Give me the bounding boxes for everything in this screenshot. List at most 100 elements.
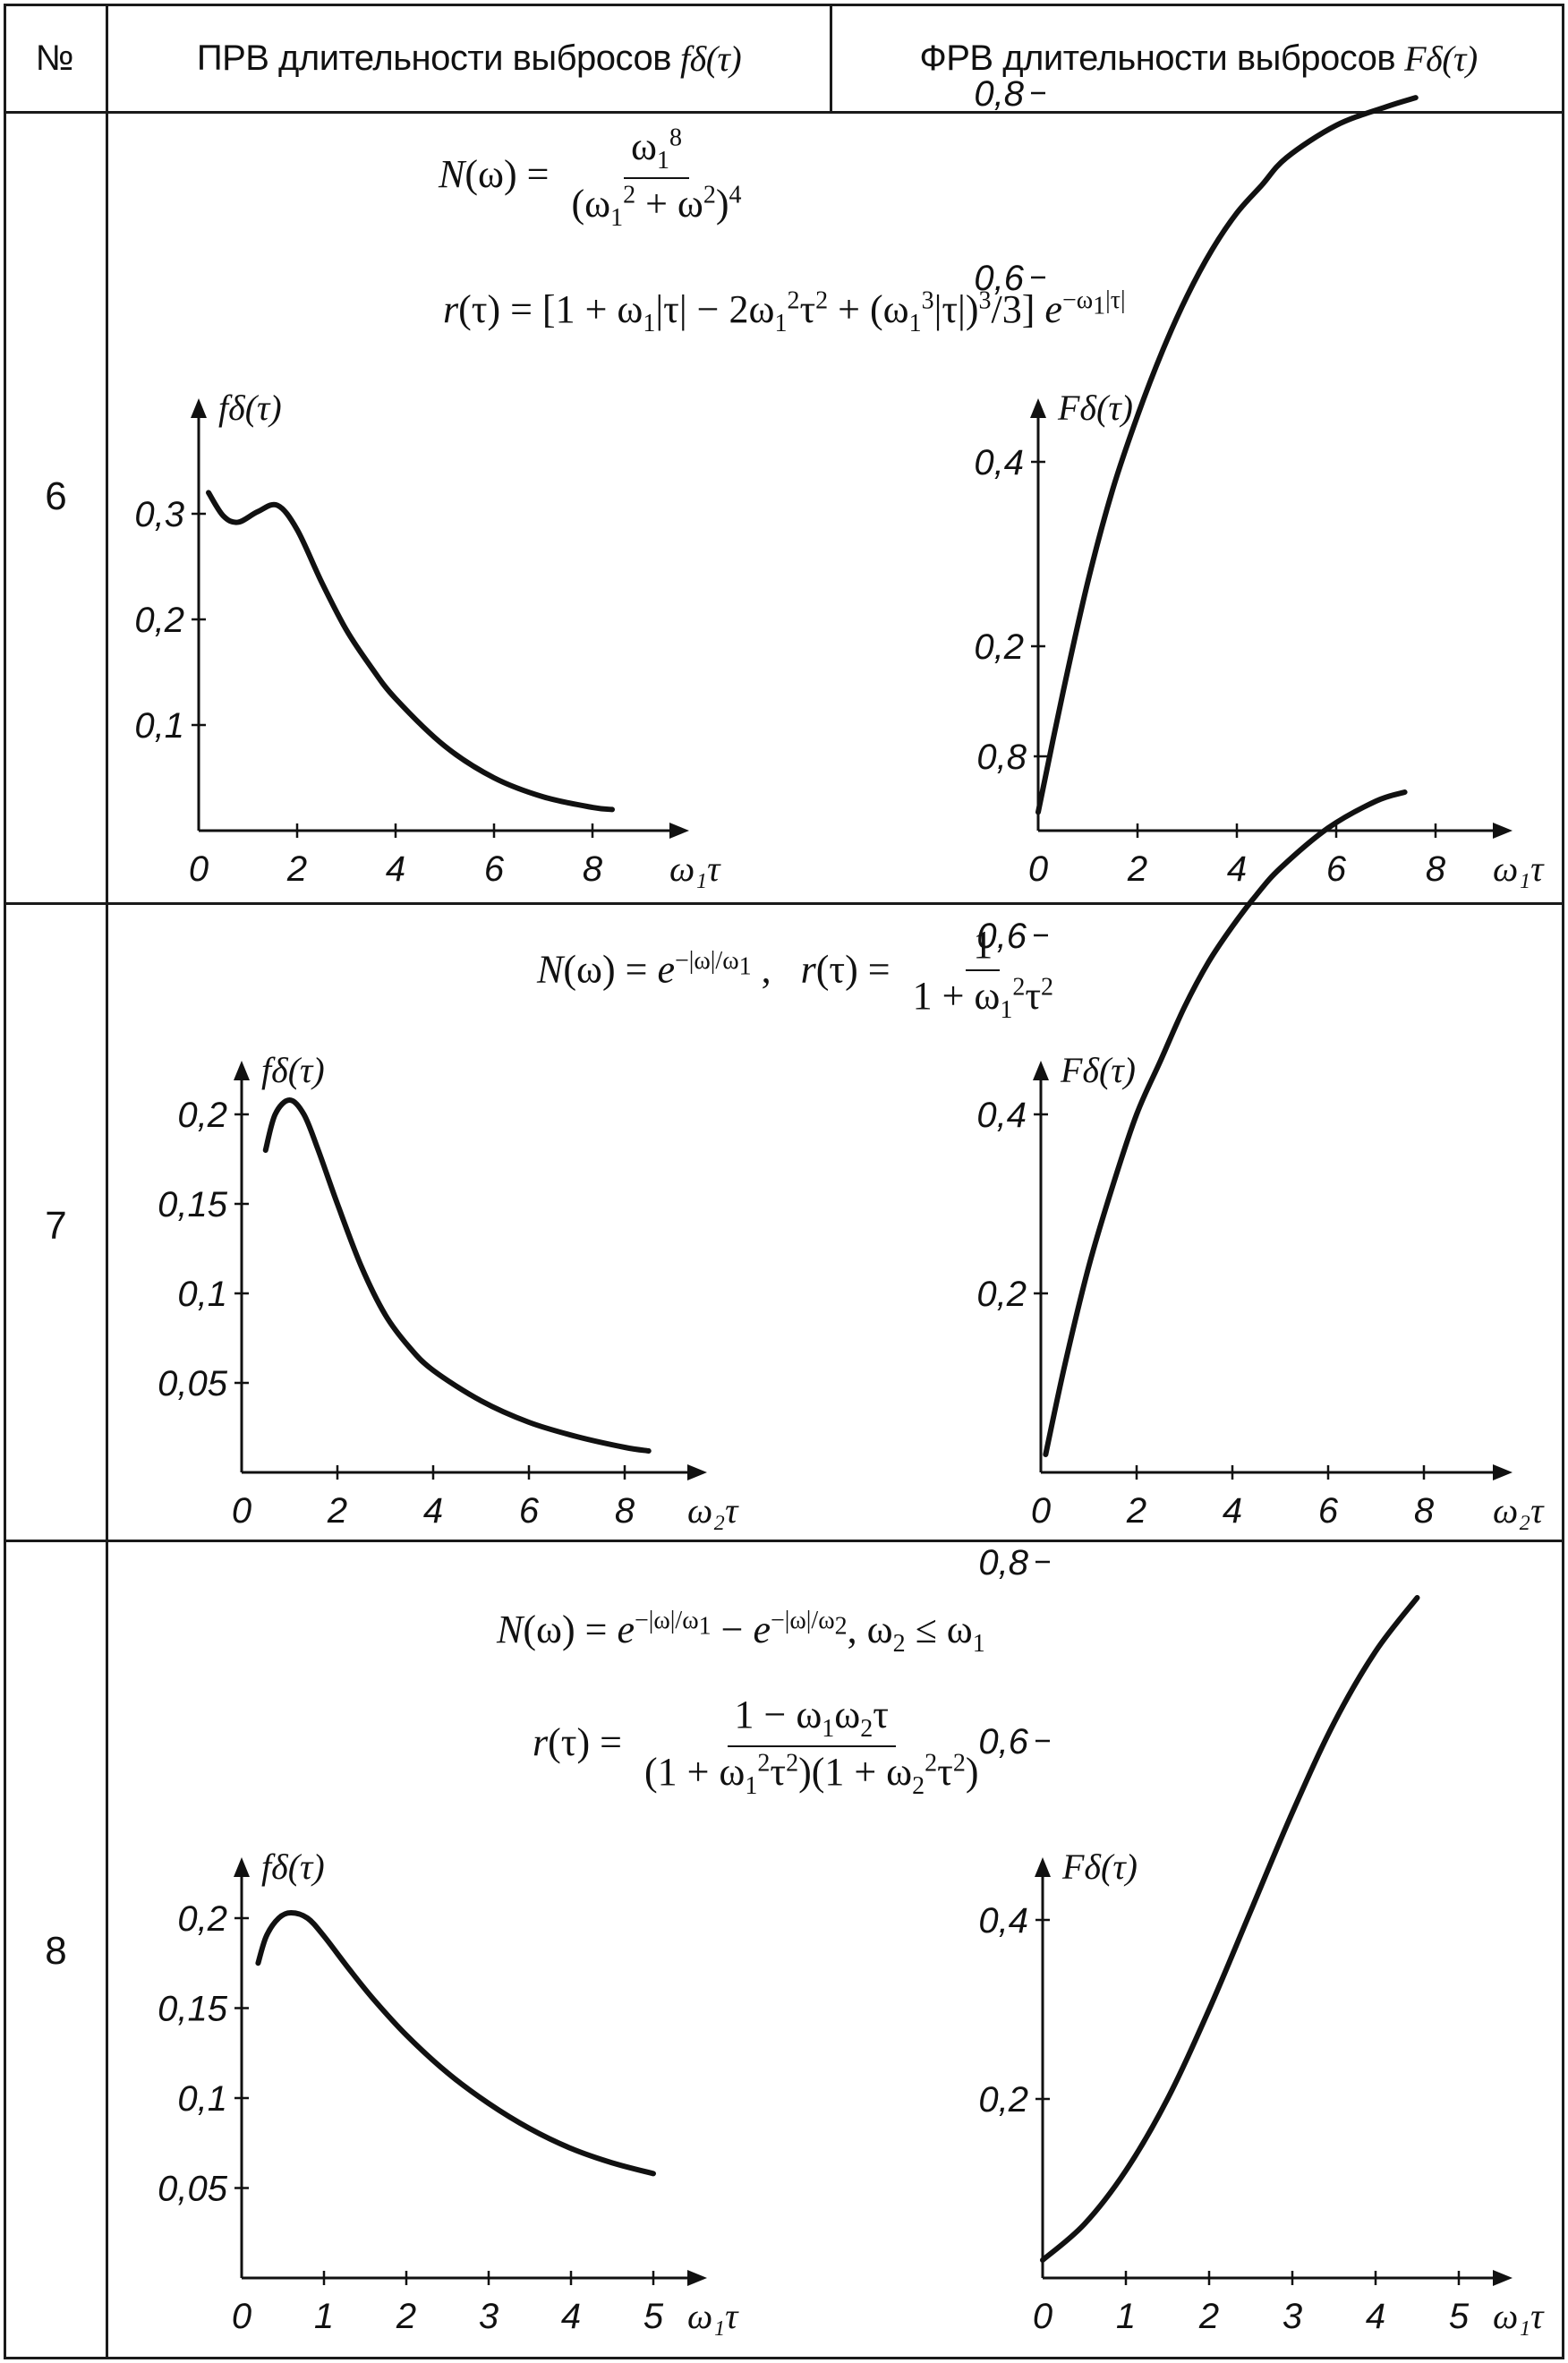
cdf7-ytick-label: 0,8 [976, 738, 1027, 777]
pdf8-xtick-label: 5 [643, 2297, 664, 2336]
cdf8-xtick-label: 1 [1116, 2297, 1136, 2336]
pdf6-ytick-label: 0,1 [134, 706, 184, 746]
pdf7-ytick-label: 0,15 [158, 1185, 228, 1224]
header-num: № [35, 38, 74, 78]
cdf6-series-line [1035, 95, 1419, 815]
pdf7-ytick-label: 0,05 [158, 1364, 228, 1403]
pdf6-xtick-label: 2 [286, 849, 307, 889]
pdf6-xtick-label: 8 [583, 849, 603, 889]
pdf8-xtick-label: 3 [479, 2297, 499, 2336]
header-pdf: ПРВ длительности выбросов fδ(τ) [196, 38, 742, 79]
pdf6-xtick-label: 0 [189, 849, 209, 889]
header-divider [4, 111, 1564, 114]
cdf8-xtick-label: 0 [1033, 2297, 1052, 2336]
cdf7-x-arrow [1493, 1464, 1513, 1480]
pdf8-ytick-label: 0,1 [177, 2079, 227, 2119]
pdf7-xtick-label: 6 [519, 1491, 540, 1531]
pdf6-ytick-label: 0,2 [134, 601, 184, 640]
cdf6-ytick-label: 0,6 [974, 259, 1024, 298]
pdf7-xtick-label: 4 [423, 1491, 443, 1531]
pdf7-y-arrow [234, 1061, 250, 1080]
pdf8-xtick-label: 2 [396, 2297, 416, 2336]
cdf8-ytick-label: 0,2 [978, 2080, 1028, 2120]
cdf7-ytick-label: 0,4 [976, 1096, 1027, 1135]
pdf6-ylabel: fδ(τ) [218, 388, 282, 428]
pdf8-ytick-label: 0,15 [158, 1990, 228, 2029]
row-number-6: 6 [45, 474, 67, 518]
cdf6-xtick-label: 0 [1028, 849, 1048, 889]
formula-correlation-8: r(τ) = 1 − ω1ω2τ (1 + ω12τ2)(1 + ω22τ2) [533, 1693, 979, 1800]
cdf8-xtick-label: 2 [1198, 2297, 1219, 2336]
cdf7-xtick-label: 2 [1126, 1491, 1146, 1531]
cdf6-ytick-label: 0,2 [974, 627, 1024, 667]
cdf7-xtick-label: 6 [1318, 1491, 1339, 1531]
pdf8-xlabel: ω₁τ [687, 2296, 739, 2336]
row-divider-7-8 [4, 1540, 1564, 1542]
pdf6-x-arrow [669, 823, 689, 839]
pdf8-xtick-label: 4 [561, 2297, 581, 2336]
cdf8-ytick-label: 0,8 [978, 1543, 1028, 1582]
pdf8-xtick-label: 0 [232, 2297, 251, 2336]
cdf8-xtick-label: 4 [1366, 2297, 1385, 2336]
cdf6-x-arrow [1493, 823, 1513, 839]
column-divider-num [106, 4, 108, 2359]
cdf6-ytick-label: 0,4 [974, 443, 1024, 482]
pdf8-ylabel: fδ(τ) [261, 1847, 325, 1887]
pdf7-ylabel: fδ(τ) [261, 1050, 325, 1090]
pdf7-series-line [262, 1097, 652, 1454]
cdf8-ytick-label: 0,4 [978, 1901, 1028, 1941]
pdf8-series-line [255, 1909, 656, 2177]
cdf7-xtick-label: 0 [1031, 1491, 1051, 1531]
pdf6-xtick-label: 4 [386, 849, 405, 889]
pdf6-series-line [206, 490, 615, 813]
row-divider-6-7 [4, 902, 1564, 905]
cdf6-xtick-label: 8 [1426, 849, 1446, 889]
pdf7-xlabel: ω₂τ [687, 1490, 739, 1531]
pdf7-ytick-label: 0,1 [177, 1275, 227, 1314]
cdf6-ylabel: Fδ(τ) [1057, 388, 1133, 428]
cdf6-xlabel: ω₁τ [1493, 849, 1545, 889]
pdf7-x-arrow [687, 1464, 707, 1480]
pdf6-xtick-label: 6 [484, 849, 505, 889]
pdf8-x-arrow [687, 2270, 707, 2286]
pdf8-ytick-label: 0,2 [177, 1899, 227, 1939]
cdf6-y-arrow [1030, 398, 1046, 418]
cdf6-xtick-label: 6 [1326, 849, 1347, 889]
pdf7-xtick-label: 8 [615, 1491, 635, 1531]
cdf6-xtick-label: 4 [1227, 849, 1247, 889]
row-number-8: 8 [45, 1929, 67, 1973]
cdf8-y-arrow [1035, 1857, 1051, 1877]
pdf6-ytick-label: 0,3 [134, 495, 184, 534]
cdf8-xtick-label: 3 [1283, 2297, 1302, 2336]
table-frame [4, 4, 1564, 2359]
cdf7-ylabel: Fδ(τ) [1060, 1050, 1136, 1090]
cdf7-xlabel: ω₂τ [1493, 1490, 1545, 1531]
cdf6-xtick-label: 2 [1127, 849, 1147, 889]
cdf7-xtick-label: 4 [1223, 1491, 1242, 1531]
cdf7-series-line [1043, 789, 1408, 1457]
header-cdf: ФРВ длительности выбросов Fδ(τ) [919, 38, 1478, 79]
cdf8-xtick-label: 5 [1449, 2297, 1470, 2336]
cdf6-ytick-label: 0,8 [974, 74, 1024, 114]
cdf8-series-line [1040, 1595, 1420, 2263]
cdf8-xlabel: ω₁τ [1493, 2296, 1545, 2336]
pdf8-ytick-label: 0,05 [158, 2170, 228, 2209]
cdf7-ytick-label: 0,6 [976, 917, 1027, 956]
formula-spectrum-6: N(ω) = ω18 (ω12 + ω2)4 [439, 124, 742, 232]
formula-correlation-6: r(τ) = [1 + ω1|τ| − 2ω12τ2 + (ω13|τ|)3/3… [443, 286, 1126, 337]
pdf6-xlabel: ω₁τ [669, 849, 721, 889]
pdf7-xtick-label: 2 [327, 1491, 347, 1531]
pdf6-y-arrow [191, 398, 207, 418]
cdf8-ytick-label: 0,6 [978, 1722, 1028, 1762]
pdf8-y-arrow [234, 1857, 250, 1877]
cdf7-xtick-label: 8 [1414, 1491, 1435, 1531]
formula-spectrum-8: N(ω) = e−|ω|/ω1 − e−|ω|/ω2, ω2 ≤ ω1 [497, 1607, 985, 1658]
pdf7-ytick-label: 0,2 [177, 1096, 227, 1135]
cdf8-ylabel: Fδ(τ) [1061, 1847, 1138, 1887]
cdf8-x-arrow [1493, 2270, 1513, 2286]
cdf7-ytick-label: 0,2 [976, 1275, 1027, 1314]
pdf7-xtick-label: 0 [232, 1491, 251, 1531]
pdf8-xtick-label: 1 [314, 2297, 334, 2336]
